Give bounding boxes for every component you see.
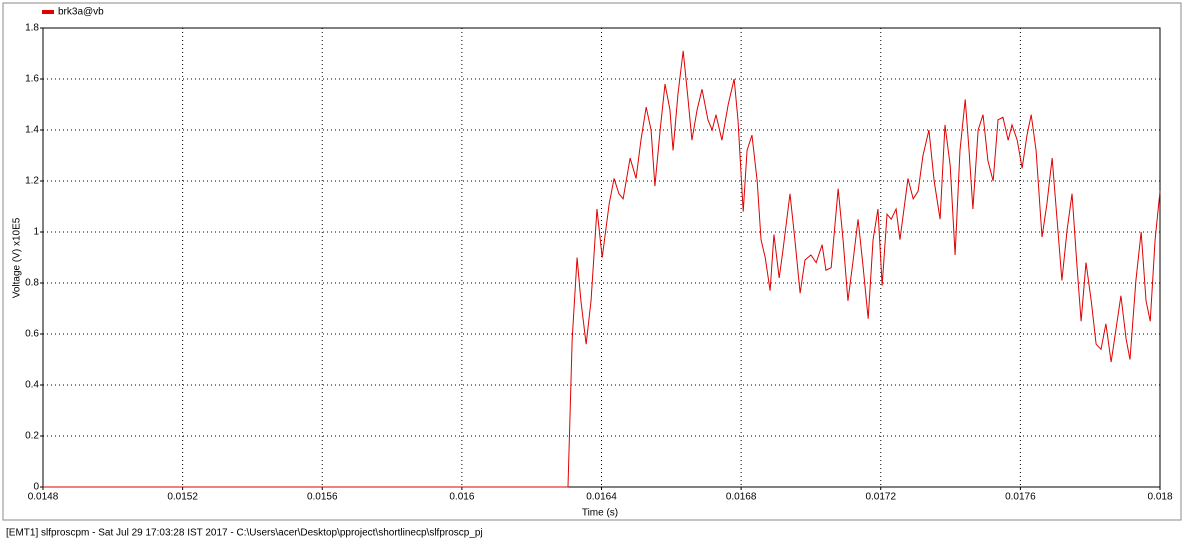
- x-tick-label: 0.016: [449, 492, 474, 503]
- x-tick-label: 0.0172: [865, 492, 896, 503]
- x-tick-label: 0.0168: [726, 492, 757, 503]
- x-tick-label: 0.0148: [28, 492, 59, 503]
- footer: [EMT1] slfproscpm - Sat Jul 29 17:03:28 …: [6, 528, 483, 539]
- x-tick-label: 0.0164: [586, 492, 617, 503]
- y-tick-label: 0.2: [25, 431, 39, 442]
- x-tick-label: 0.0156: [307, 492, 338, 503]
- y-tick-label: 0.8: [25, 278, 39, 289]
- y-tick-label: 1.2: [25, 176, 39, 187]
- x-tick-label: 0.0152: [167, 492, 198, 503]
- y-tick-label: 1.4: [25, 125, 39, 136]
- y-tick-label: 0.6: [25, 329, 39, 340]
- data-line: [43, 50, 1161, 488]
- legend-label: brk3a@vb: [58, 7, 104, 18]
- y-tick-label: 1: [33, 227, 39, 238]
- y-tick-label: 0: [33, 482, 39, 493]
- y-axis-label: Voltage (V) x10E5: [12, 217, 23, 298]
- y-tick-label: 1.6: [25, 74, 39, 85]
- x-tick-label: 0.0176: [1005, 492, 1036, 503]
- y-tick-label: 1.8: [25, 23, 39, 34]
- x-tick-label: 0.018: [1147, 492, 1172, 503]
- y-tick-label: 0.4: [25, 380, 39, 391]
- x-axis-label: Time (s): [582, 508, 618, 519]
